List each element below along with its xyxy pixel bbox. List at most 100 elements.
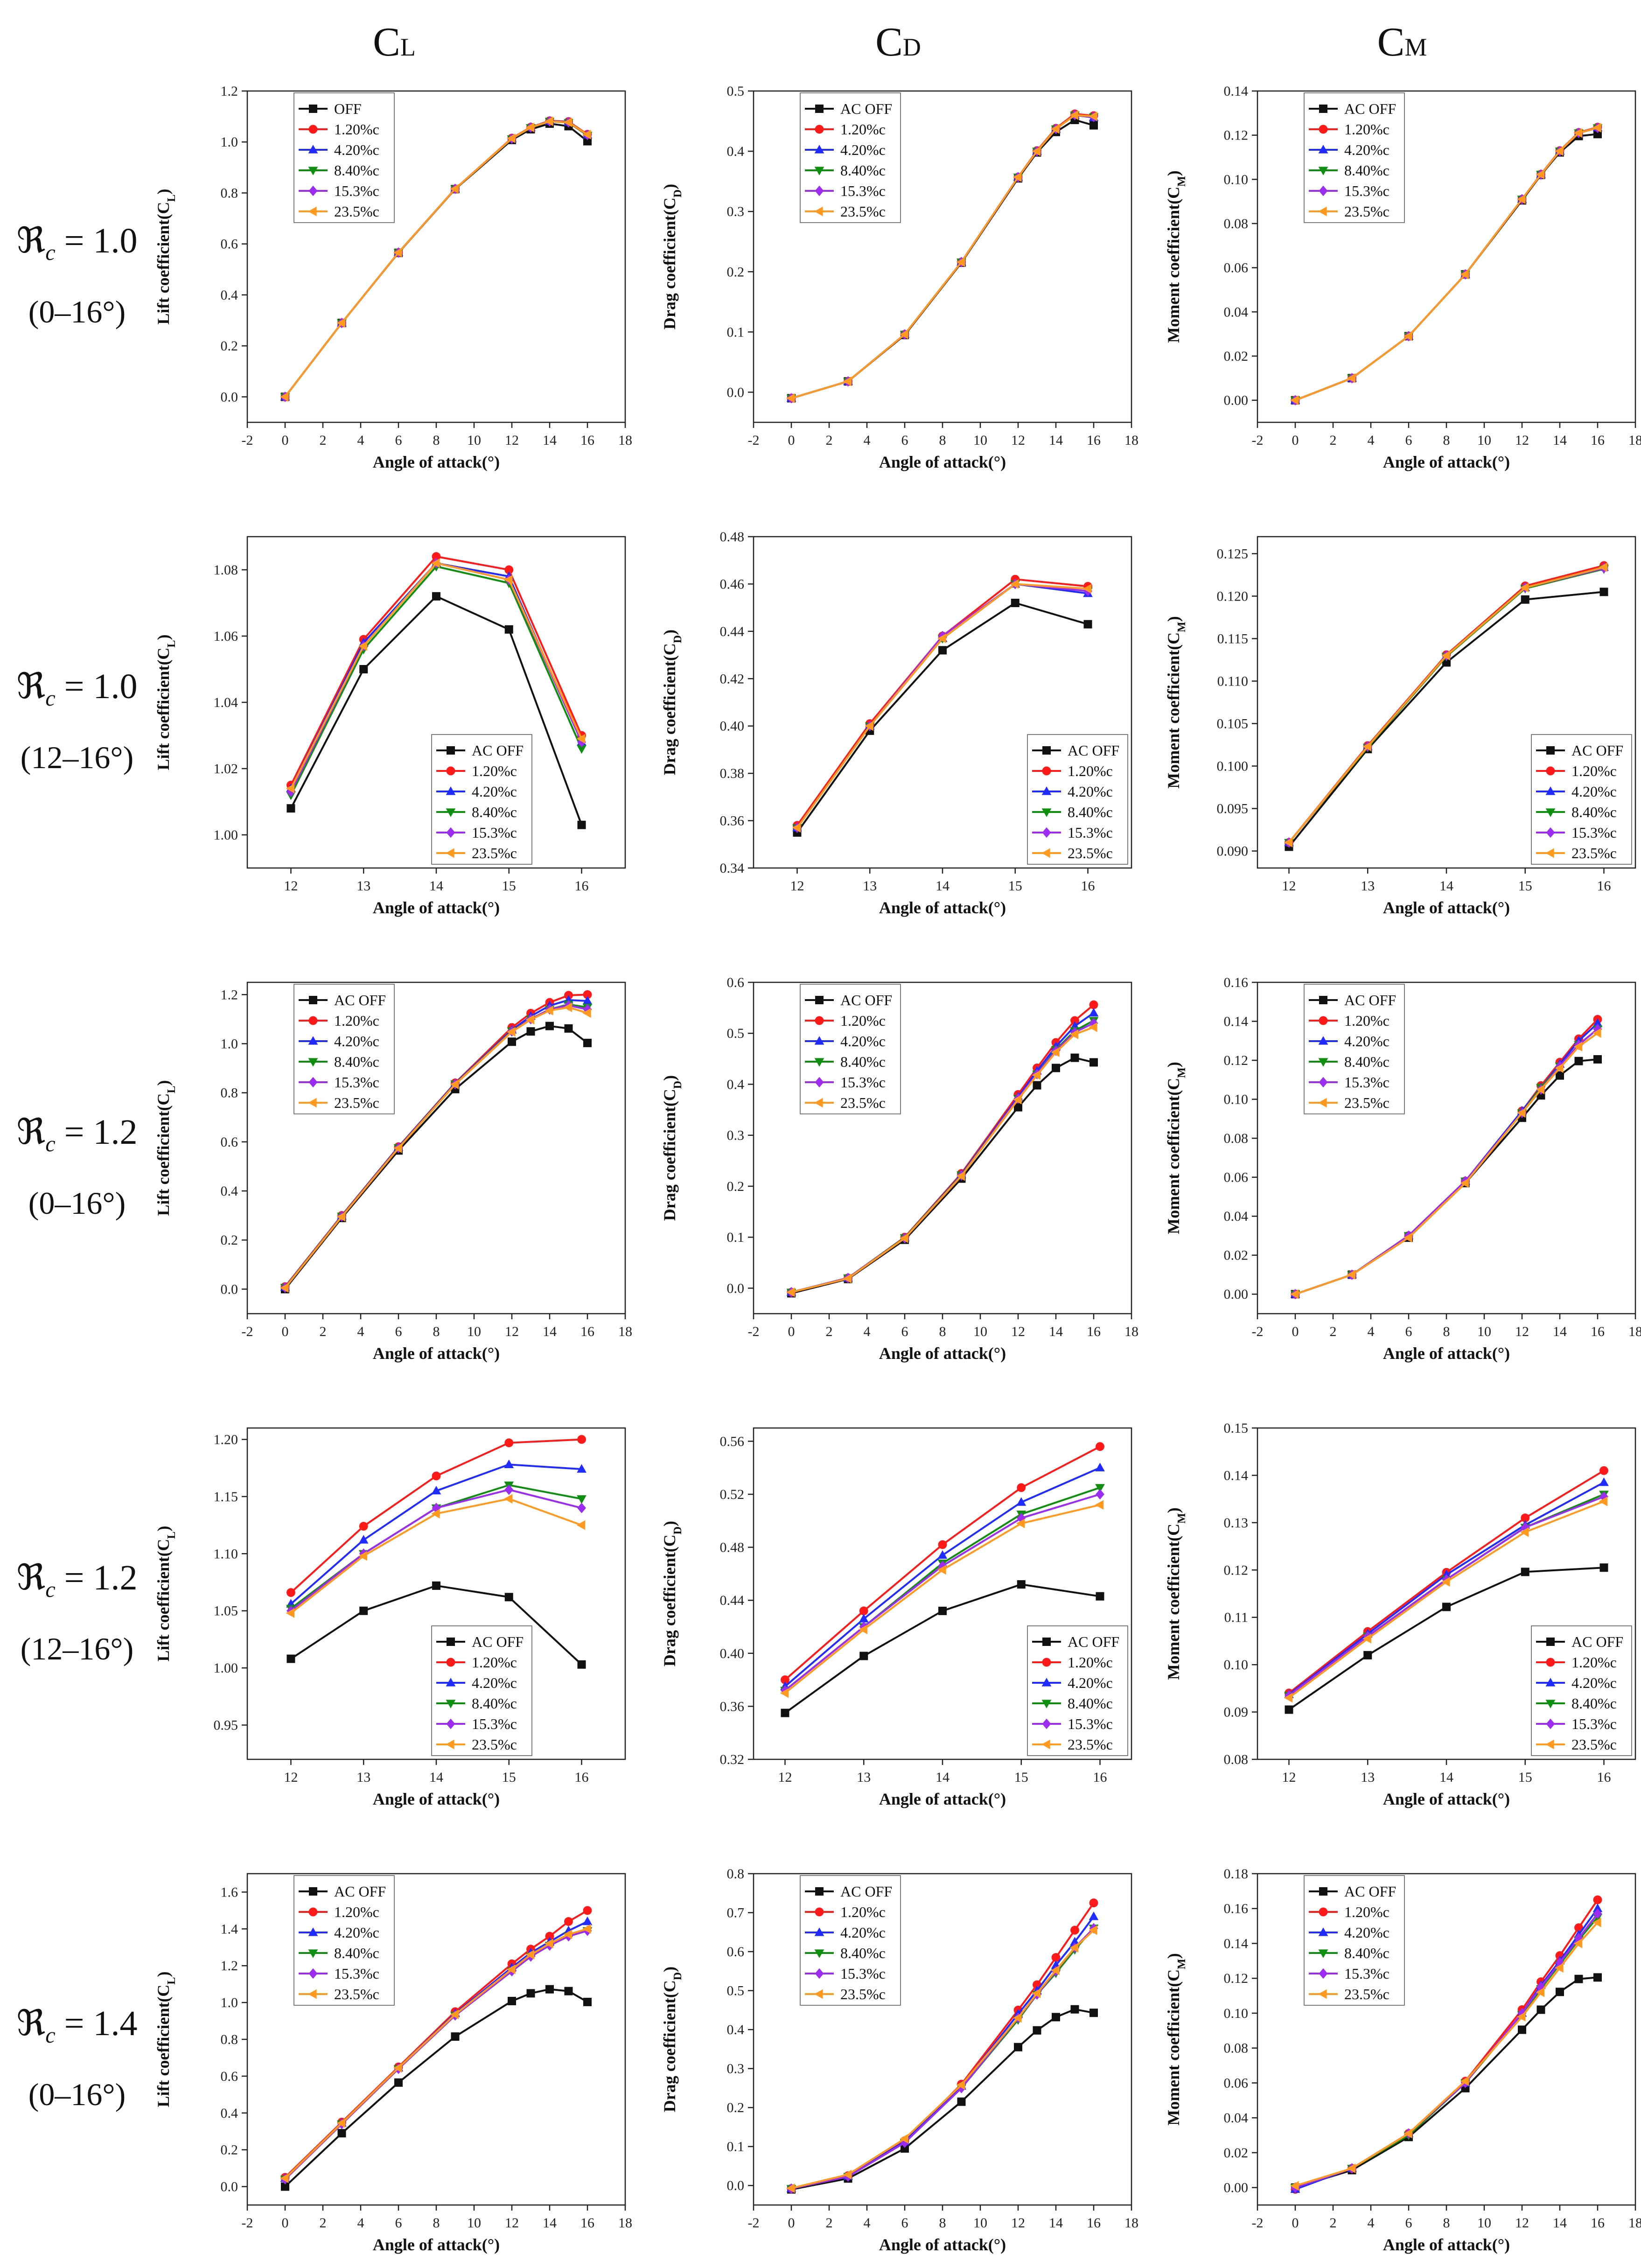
x-tick-label: 12 (505, 2215, 519, 2231)
legend-entry: 8.40%c (334, 1053, 379, 1070)
legend-marker (446, 1678, 456, 1687)
data-point (432, 1471, 441, 1481)
y-tick-label: 0.06 (1224, 2075, 1249, 2091)
data-point (786, 1287, 795, 1297)
data-point (393, 247, 402, 258)
legend-entry: 1.20%c (1068, 1654, 1113, 1671)
legend-entry: 1.20%c (1344, 1012, 1390, 1029)
legend-entry: 23.5%c (1068, 1736, 1113, 1753)
legend-entry: 4.20%c (1068, 1674, 1113, 1691)
legend-entry: AC OFF (1068, 1633, 1119, 1650)
legend-marker (1545, 1678, 1556, 1687)
x-tick-label: 18 (1124, 1324, 1138, 1339)
data-point (1593, 1973, 1602, 1982)
y-tick-label: 0.5 (727, 84, 745, 99)
column-headers: CL CD CM (0, 0, 1641, 93)
data-point (582, 1916, 593, 1925)
y-tick-label: 0.3 (727, 1128, 745, 1143)
legend-entry: 8.40%c (1571, 804, 1617, 820)
data-point (507, 133, 516, 143)
data-point (1285, 1705, 1293, 1714)
data-point (545, 1939, 553, 1949)
y-tick-label: 1.10 (214, 1546, 238, 1561)
data-point (938, 1540, 947, 1549)
legend-box (431, 734, 532, 865)
legend: AC OFF 1.20%c 4.20%c 8.40%c 15.3%c 23.5%c (1531, 1625, 1632, 1756)
data-point (937, 1565, 946, 1575)
legend-entry: 8.40%c (1571, 1695, 1617, 1712)
chart-panel-15: -2 0 2 4 6 8 10 12 14 16 18 0.00 0.02 0.04 0.06 0.08 0.1… (1164, 1866, 1641, 2254)
y-tick-label: 0.4 (727, 1077, 745, 1092)
legend-entry: 8.40%c (840, 1945, 886, 1961)
data-point (1521, 1568, 1529, 1576)
series-5 (786, 110, 1097, 403)
legend-marker (308, 1058, 318, 1067)
data-point (504, 1593, 513, 1602)
x-tick-label: 14 (1049, 433, 1063, 448)
y-tick-label: 0.36 (720, 813, 745, 829)
y-tick-label: 0.08 (1224, 1752, 1249, 1767)
legend: AC OFF 1.20%c 4.20%c 8.40%c 15.3%c 23.5%c (1027, 1625, 1128, 1756)
legend-entry: 23.5%c (1344, 203, 1390, 220)
chart-panel-5: 12 13 14 15 16 0.34 0.36 0.38 0.40 0.42 0.44 0.46 0.… (660, 529, 1132, 917)
x-tick-label: 13 (356, 878, 370, 894)
data-point (359, 665, 368, 673)
legend-box (1304, 984, 1405, 1114)
legend-entry: 1.20%c (334, 1904, 379, 1920)
legend-marker (308, 167, 318, 175)
y-axis-label: Moment coefficient(CM) (1164, 170, 1188, 343)
y-tick-label: 0.09 (1224, 1705, 1249, 1720)
y-tick-label: 0.04 (1224, 2110, 1249, 2126)
legend-entry: 4.20%c (334, 1033, 379, 1050)
legend-entry: 8.40%c (472, 804, 517, 820)
x-tick-label: 8 (1443, 2215, 1450, 2231)
x-tick-label: 10 (1477, 2215, 1491, 2231)
data-point (859, 1606, 868, 1616)
data-point (1599, 1477, 1609, 1486)
legend-box (1531, 1625, 1632, 1756)
y-tick-label: 0.0 (727, 2178, 745, 2193)
series-5 (280, 1002, 591, 1293)
x-axis-label: Angle of attack(°) (1383, 898, 1510, 917)
chart-panel-14: -2 0 2 4 6 8 10 12 14 16 18 0.0 0.1 0.2 0.3 0.4 0.5 0.6 0.… (660, 1866, 1138, 2254)
x-tick-label: -2 (242, 2215, 253, 2231)
data-point (577, 1435, 586, 1444)
data-point (432, 1581, 440, 1590)
y-tick-label: 0.7 (727, 1905, 745, 1921)
legend-marker (815, 1016, 824, 1025)
data-point (508, 1996, 516, 2005)
x-tick-label: -2 (242, 433, 253, 448)
chart-panel-6: 12 13 14 15 16 0.090 0.095 0.100 0.105 0.110 0.115… (1164, 536, 1636, 917)
data-point (1574, 1974, 1583, 1983)
legend-marker (1319, 996, 1327, 1004)
legend-marker (1041, 848, 1050, 858)
y-tick-label: 0.2 (727, 2100, 745, 2115)
data-point (526, 1027, 535, 1036)
x-tick-label: 0 (788, 433, 795, 448)
legend-entry: 4.20%c (840, 1924, 886, 1941)
x-tick-label: 16 (1591, 2215, 1605, 2231)
data-point (1517, 1108, 1526, 1118)
data-point (450, 184, 459, 194)
data-point (393, 2063, 402, 2073)
x-axis-label: Angle of attack(°) (879, 1790, 1006, 1808)
data-point (1032, 1070, 1041, 1080)
data-point (432, 552, 441, 561)
x-tick-label: 2 (1330, 433, 1337, 448)
data-point (1362, 742, 1371, 752)
legend-marker (814, 206, 823, 217)
data-point (900, 1233, 908, 1243)
data-point (526, 1989, 535, 1998)
chart-panel-8: -2 0 2 4 6 8 10 12 14 16 18 0.0 0.1 0.2 0.3 0.4 0.5 0.6 An… (660, 975, 1138, 1363)
x-tick-label: -2 (242, 1324, 253, 1339)
legend-box (1027, 734, 1128, 865)
legend-entry: 23.5%c (1068, 845, 1113, 861)
data-point (1404, 331, 1412, 341)
x-tick-label: 10 (1477, 1324, 1491, 1339)
y-tick-label: 0.08 (1224, 1131, 1249, 1146)
data-point (1573, 1042, 1583, 1052)
data-point (1556, 1988, 1564, 1996)
legend: AC OFF 1.20%c 4.20%c 8.40%c 15.3%c 23.5%c (1304, 1875, 1405, 2006)
legend-entry: 23.5%c (1344, 1094, 1390, 1111)
chart-panel-13: -2 0 2 4 6 8 10 12 14 16 18 0.0 0.2 0.4 0.6 0.8 1.0 1.2 1.… (154, 1873, 632, 2254)
